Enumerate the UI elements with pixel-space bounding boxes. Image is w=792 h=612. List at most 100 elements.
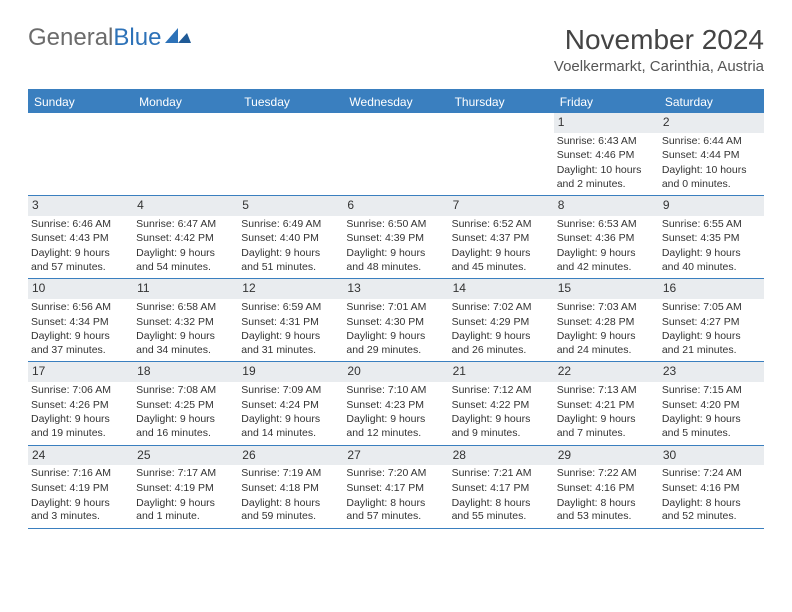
sunrise-text: Sunrise: 6:47 AM	[136, 218, 235, 232]
dayhead-sun: Sunday	[28, 91, 133, 113]
sunset-text: Sunset: 4:20 PM	[662, 399, 761, 413]
day-cell: 8Sunrise: 6:53 AMSunset: 4:36 PMDaylight…	[554, 196, 659, 278]
sunset-text: Sunset: 4:46 PM	[557, 149, 656, 163]
sunrise-text: Sunrise: 6:49 AM	[241, 218, 340, 232]
sunset-text: Sunset: 4:22 PM	[452, 399, 551, 413]
sunrise-text: Sunrise: 7:10 AM	[346, 384, 445, 398]
sunrise-text: Sunrise: 7:20 AM	[346, 467, 445, 481]
sunrise-text: Sunrise: 7:06 AM	[31, 384, 130, 398]
daylight-text: Daylight: 9 hours and 16 minutes.	[136, 413, 235, 440]
day-details: Sunrise: 6:47 AMSunset: 4:42 PMDaylight:…	[133, 218, 238, 279]
day-number: 25	[133, 446, 238, 466]
day-cell: 21Sunrise: 7:12 AMSunset: 4:22 PMDayligh…	[449, 362, 554, 444]
day-number: 11	[133, 279, 238, 299]
day-cell: 3Sunrise: 6:46 AMSunset: 4:43 PMDaylight…	[28, 196, 133, 278]
day-header-row: Sunday Monday Tuesday Wednesday Thursday…	[28, 91, 764, 113]
sunrise-text: Sunrise: 7:12 AM	[452, 384, 551, 398]
day-number	[238, 113, 343, 117]
day-cell	[133, 113, 238, 195]
day-cell: 9Sunrise: 6:55 AMSunset: 4:35 PMDaylight…	[659, 196, 764, 278]
daylight-text: Daylight: 8 hours and 59 minutes.	[241, 497, 340, 524]
week-row: 10Sunrise: 6:56 AMSunset: 4:34 PMDayligh…	[28, 279, 764, 362]
day-number: 19	[238, 362, 343, 382]
daylight-text: Daylight: 9 hours and 42 minutes.	[557, 247, 656, 274]
sunset-text: Sunset: 4:44 PM	[662, 149, 761, 163]
day-details: Sunrise: 7:12 AMSunset: 4:22 PMDaylight:…	[449, 384, 554, 445]
day-number: 30	[659, 446, 764, 466]
day-details: Sunrise: 7:16 AMSunset: 4:19 PMDaylight:…	[28, 467, 133, 528]
sunrise-text: Sunrise: 7:02 AM	[452, 301, 551, 315]
sunset-text: Sunset: 4:28 PM	[557, 316, 656, 330]
sunrise-text: Sunrise: 7:15 AM	[662, 384, 761, 398]
sunset-text: Sunset: 4:19 PM	[31, 482, 130, 496]
day-cell: 27Sunrise: 7:20 AMSunset: 4:17 PMDayligh…	[343, 446, 448, 528]
day-details: Sunrise: 7:24 AMSunset: 4:16 PMDaylight:…	[659, 467, 764, 528]
day-details: Sunrise: 6:59 AMSunset: 4:31 PMDaylight:…	[238, 301, 343, 362]
dayhead-mon: Monday	[133, 91, 238, 113]
sunrise-text: Sunrise: 7:03 AM	[557, 301, 656, 315]
sunset-text: Sunset: 4:36 PM	[557, 232, 656, 246]
daylight-text: Daylight: 10 hours and 0 minutes.	[662, 164, 761, 191]
week-row: 1Sunrise: 6:43 AMSunset: 4:46 PMDaylight…	[28, 113, 764, 196]
day-number: 4	[133, 196, 238, 216]
day-details: Sunrise: 6:46 AMSunset: 4:43 PMDaylight:…	[28, 218, 133, 279]
day-cell: 10Sunrise: 6:56 AMSunset: 4:34 PMDayligh…	[28, 279, 133, 361]
sunset-text: Sunset: 4:21 PM	[557, 399, 656, 413]
daylight-text: Daylight: 8 hours and 57 minutes.	[346, 497, 445, 524]
day-cell: 17Sunrise: 7:06 AMSunset: 4:26 PMDayligh…	[28, 362, 133, 444]
daylight-text: Daylight: 9 hours and 12 minutes.	[346, 413, 445, 440]
sunrise-text: Sunrise: 7:19 AM	[241, 467, 340, 481]
sunrise-text: Sunrise: 6:43 AM	[557, 135, 656, 149]
day-details: Sunrise: 6:52 AMSunset: 4:37 PMDaylight:…	[449, 218, 554, 279]
sunset-text: Sunset: 4:31 PM	[241, 316, 340, 330]
location-subtitle: Voelkermarkt, Carinthia, Austria	[554, 58, 764, 75]
daylight-text: Daylight: 9 hours and 31 minutes.	[241, 330, 340, 357]
day-cell: 14Sunrise: 7:02 AMSunset: 4:29 PMDayligh…	[449, 279, 554, 361]
day-details: Sunrise: 6:55 AMSunset: 4:35 PMDaylight:…	[659, 218, 764, 279]
day-details: Sunrise: 7:02 AMSunset: 4:29 PMDaylight:…	[449, 301, 554, 362]
day-cell: 30Sunrise: 7:24 AMSunset: 4:16 PMDayligh…	[659, 446, 764, 528]
day-number: 7	[449, 196, 554, 216]
sunset-text: Sunset: 4:17 PM	[452, 482, 551, 496]
day-cell: 18Sunrise: 7:08 AMSunset: 4:25 PMDayligh…	[133, 362, 238, 444]
day-cell: 22Sunrise: 7:13 AMSunset: 4:21 PMDayligh…	[554, 362, 659, 444]
day-cell	[343, 113, 448, 195]
day-cell	[238, 113, 343, 195]
sunset-text: Sunset: 4:43 PM	[31, 232, 130, 246]
day-cell: 25Sunrise: 7:17 AMSunset: 4:19 PMDayligh…	[133, 446, 238, 528]
daylight-text: Daylight: 9 hours and 57 minutes.	[31, 247, 130, 274]
day-number: 1	[554, 113, 659, 133]
sunrise-text: Sunrise: 7:16 AM	[31, 467, 130, 481]
day-cell: 23Sunrise: 7:15 AMSunset: 4:20 PMDayligh…	[659, 362, 764, 444]
daylight-text: Daylight: 10 hours and 2 minutes.	[557, 164, 656, 191]
sunrise-text: Sunrise: 6:55 AM	[662, 218, 761, 232]
week-row: 17Sunrise: 7:06 AMSunset: 4:26 PMDayligh…	[28, 362, 764, 445]
day-details: Sunrise: 7:03 AMSunset: 4:28 PMDaylight:…	[554, 301, 659, 362]
day-number: 3	[28, 196, 133, 216]
sunset-text: Sunset: 4:26 PM	[31, 399, 130, 413]
daylight-text: Daylight: 9 hours and 9 minutes.	[452, 413, 551, 440]
sunrise-text: Sunrise: 6:44 AM	[662, 135, 761, 149]
day-number: 27	[343, 446, 448, 466]
sunrise-text: Sunrise: 7:22 AM	[557, 467, 656, 481]
day-cell: 11Sunrise: 6:58 AMSunset: 4:32 PMDayligh…	[133, 279, 238, 361]
day-cell: 5Sunrise: 6:49 AMSunset: 4:40 PMDaylight…	[238, 196, 343, 278]
daylight-text: Daylight: 9 hours and 51 minutes.	[241, 247, 340, 274]
day-number: 21	[449, 362, 554, 382]
sunset-text: Sunset: 4:30 PM	[346, 316, 445, 330]
day-number: 14	[449, 279, 554, 299]
logo-mark-icon	[165, 22, 191, 50]
day-cell: 20Sunrise: 7:10 AMSunset: 4:23 PMDayligh…	[343, 362, 448, 444]
day-number: 18	[133, 362, 238, 382]
day-number: 6	[343, 196, 448, 216]
day-number: 13	[343, 279, 448, 299]
sunset-text: Sunset: 4:16 PM	[557, 482, 656, 496]
logo-text-b: Blue	[113, 24, 161, 52]
daylight-text: Daylight: 8 hours and 52 minutes.	[662, 497, 761, 524]
day-details: Sunrise: 7:06 AMSunset: 4:26 PMDaylight:…	[28, 384, 133, 445]
day-number: 28	[449, 446, 554, 466]
day-number: 9	[659, 196, 764, 216]
day-number: 8	[554, 196, 659, 216]
sunrise-text: Sunrise: 7:08 AM	[136, 384, 235, 398]
weeks-container: 1Sunrise: 6:43 AMSunset: 4:46 PMDaylight…	[28, 113, 764, 529]
